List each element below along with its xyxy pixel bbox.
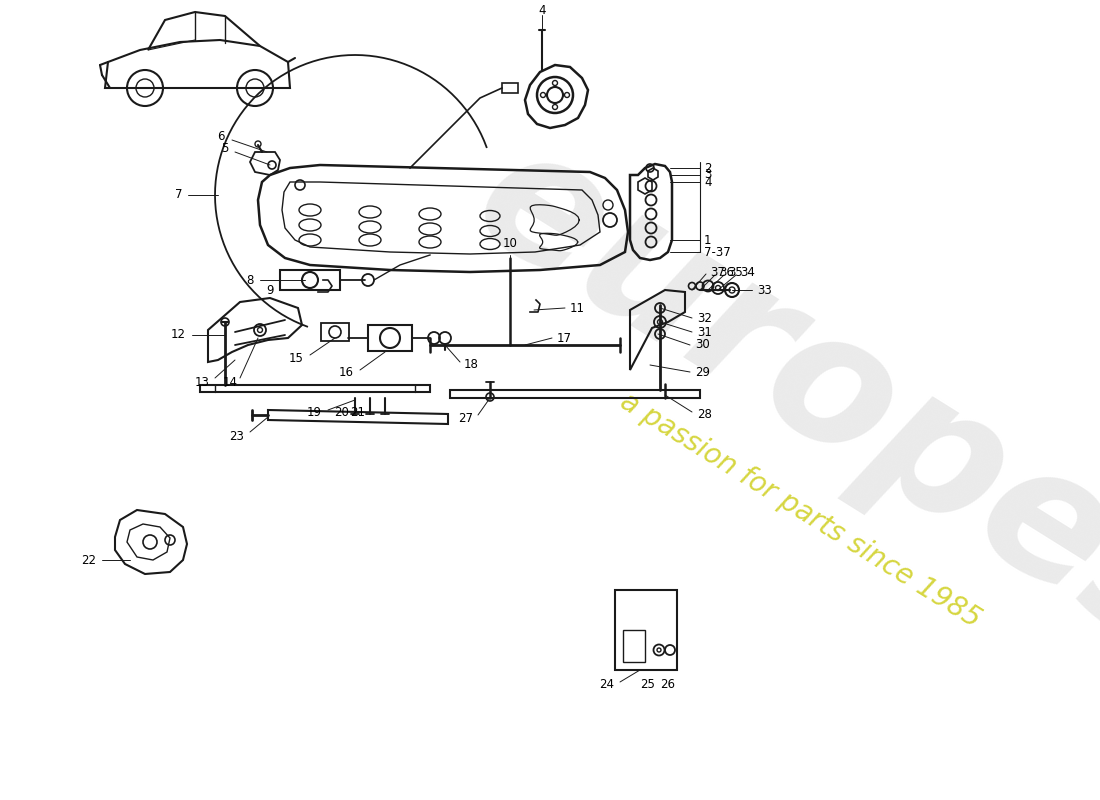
Text: a passion for parts since 1985: a passion for parts since 1985 [615, 387, 986, 633]
Text: 4: 4 [538, 3, 546, 17]
Text: 22: 22 [81, 554, 96, 566]
Text: 2: 2 [704, 162, 712, 174]
Text: 24: 24 [600, 678, 614, 691]
Text: 5: 5 [221, 142, 228, 155]
Text: 10: 10 [503, 237, 517, 250]
Text: 12: 12 [170, 329, 186, 342]
Text: 7-37: 7-37 [704, 246, 730, 258]
Text: 14: 14 [223, 375, 238, 389]
Text: 1: 1 [704, 234, 712, 246]
Text: 35: 35 [728, 266, 743, 278]
Text: 18: 18 [464, 358, 478, 371]
Text: 33: 33 [757, 283, 772, 297]
Text: 15: 15 [289, 351, 304, 365]
Text: 27: 27 [458, 413, 473, 426]
Text: 4: 4 [704, 175, 712, 189]
Text: 8: 8 [246, 274, 254, 286]
Text: 21: 21 [351, 406, 365, 419]
Text: 9: 9 [266, 283, 274, 297]
Text: 30: 30 [695, 338, 710, 351]
Text: 29: 29 [695, 366, 710, 378]
Text: 36: 36 [719, 266, 734, 278]
Text: 32: 32 [697, 311, 712, 325]
Text: 11: 11 [570, 302, 585, 314]
Text: 7: 7 [175, 189, 182, 202]
Text: 28: 28 [697, 407, 712, 421]
Text: 6: 6 [218, 130, 226, 142]
Text: 16: 16 [339, 366, 354, 379]
Text: 19: 19 [307, 406, 322, 419]
Text: 34: 34 [740, 266, 755, 278]
Text: 25: 25 [640, 678, 656, 691]
Text: 3: 3 [704, 169, 712, 182]
Text: europes: europes [444, 107, 1100, 693]
Text: 37: 37 [710, 266, 725, 278]
Text: 26: 26 [660, 678, 675, 691]
Text: 13: 13 [195, 375, 210, 389]
Text: 20: 20 [334, 406, 350, 419]
Text: 31: 31 [697, 326, 712, 338]
Text: 23: 23 [229, 430, 244, 442]
Text: 17: 17 [557, 331, 572, 345]
